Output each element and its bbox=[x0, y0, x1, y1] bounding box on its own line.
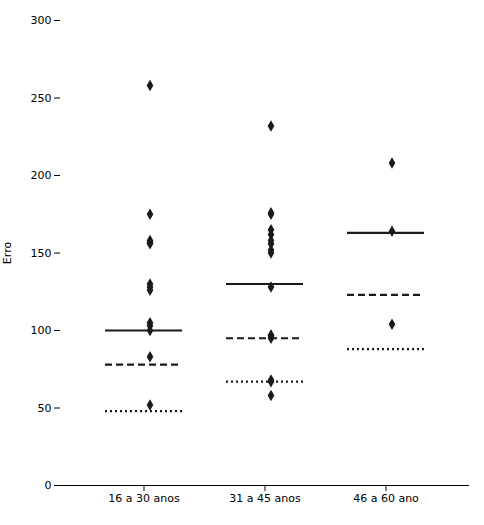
svg-text:46 a 60 ano: 46 a 60 ano bbox=[353, 492, 419, 505]
svg-text:200: 200 bbox=[31, 169, 52, 182]
svg-text:Erro: Erro bbox=[1, 242, 14, 265]
svg-text:16 a 30 anos: 16 a 30 anos bbox=[108, 492, 180, 505]
svg-text:250: 250 bbox=[31, 92, 52, 105]
svg-text:150: 150 bbox=[31, 247, 52, 260]
svg-text:50: 50 bbox=[38, 402, 52, 415]
svg-text:31 a 45 anos: 31 a 45 anos bbox=[229, 492, 301, 505]
svg-text:100: 100 bbox=[31, 324, 52, 337]
svg-text:0: 0 bbox=[45, 479, 52, 492]
svg-text:300: 300 bbox=[31, 14, 52, 27]
